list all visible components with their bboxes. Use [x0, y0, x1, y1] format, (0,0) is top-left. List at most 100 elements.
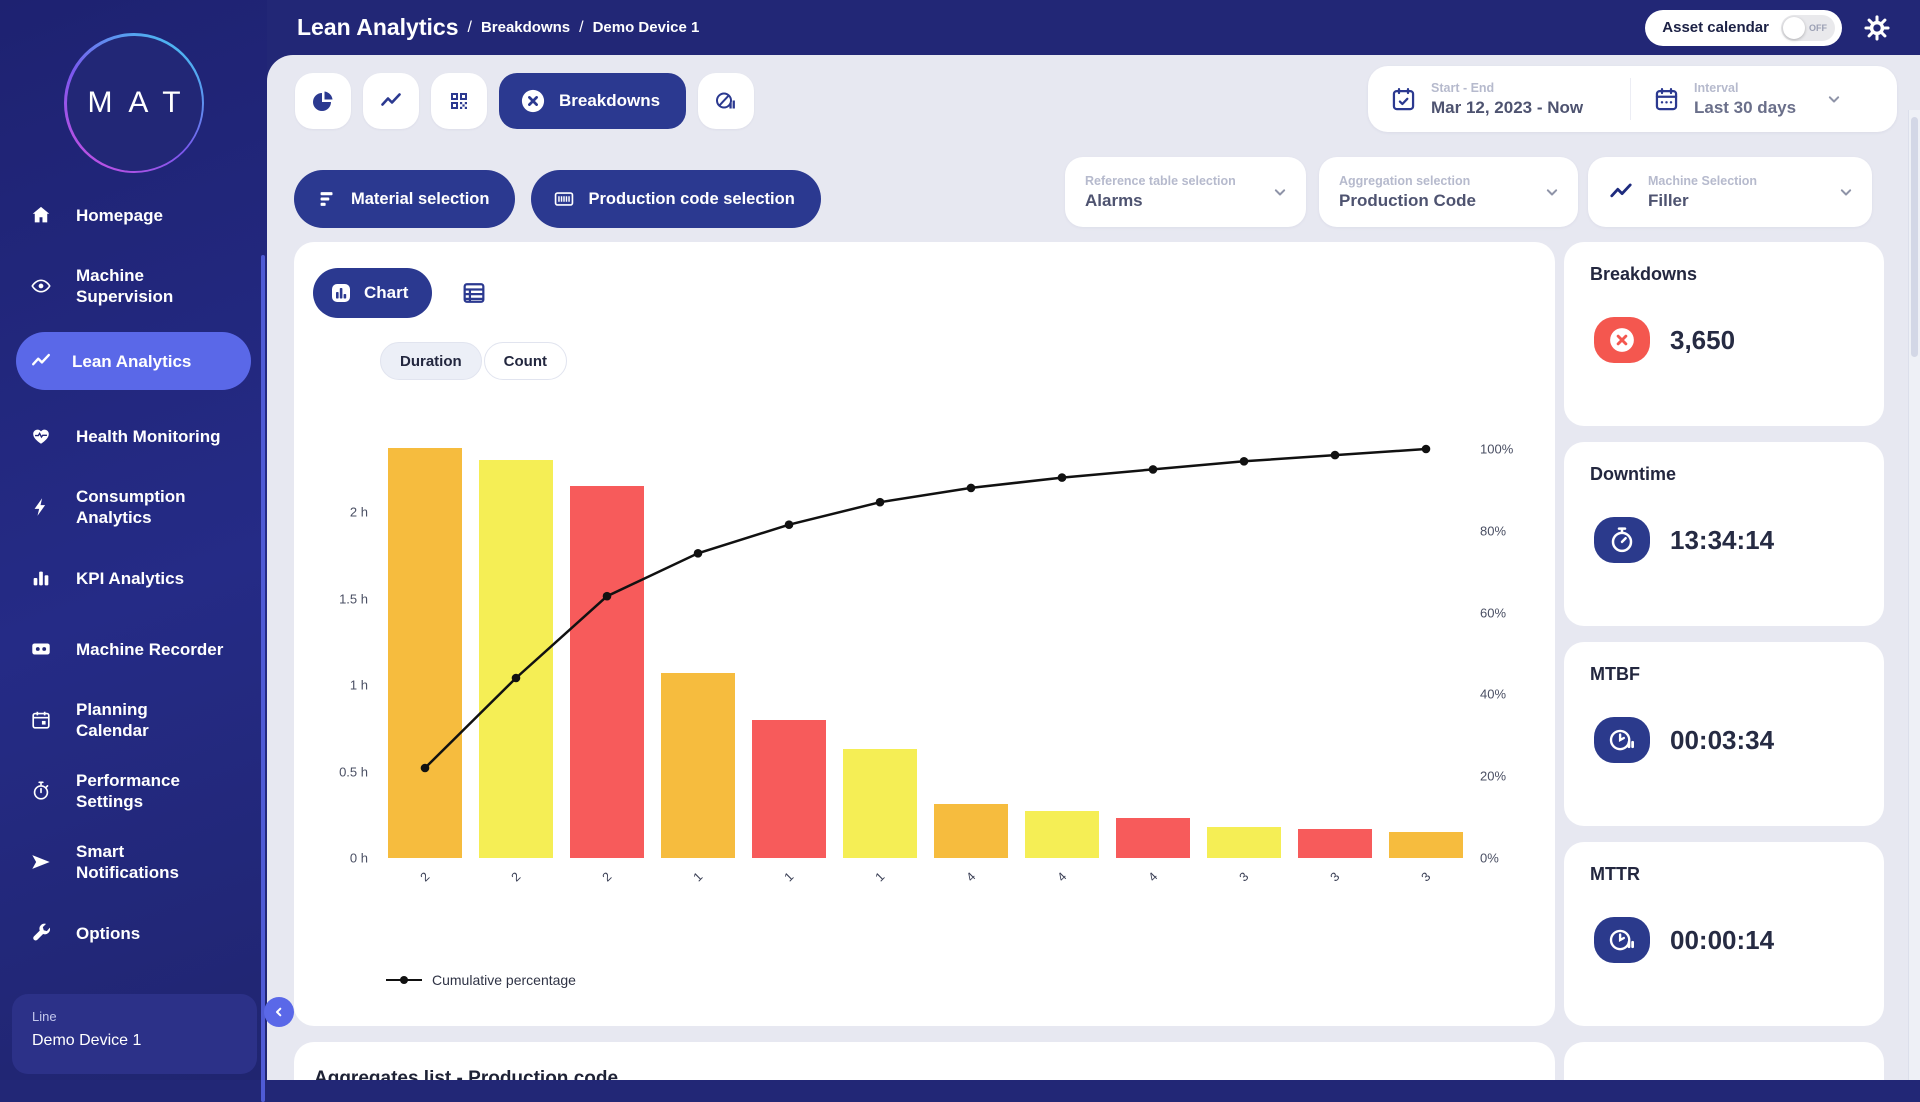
chevron-down-icon	[1836, 182, 1856, 202]
y-left-tick: 1.5 h	[339, 591, 368, 606]
pareto-bar-3	[570, 486, 644, 858]
chevron-left-icon	[271, 1004, 287, 1020]
pareto-bar-9	[1116, 818, 1190, 858]
mat-logo[interactable]: MAT	[64, 33, 204, 173]
y-right-tick: 0%	[1480, 850, 1499, 866]
bar-chart-icon	[329, 281, 353, 305]
machine-selection-label: Machine Selection	[1648, 173, 1758, 188]
bars-icon	[30, 567, 52, 589]
sidebar-item-machine-supervision[interactable]: Machine Supervision	[0, 261, 267, 311]
stopwatch-icon	[30, 780, 52, 802]
breadcrumb-separator: /	[467, 18, 472, 36]
aggregation-value: Production Code	[1339, 190, 1476, 210]
breadcrumb-breakdowns[interactable]: Breakdowns	[480, 19, 571, 36]
aggregation-label: Aggregation selection	[1339, 173, 1471, 188]
chart-view-button[interactable]: Chart	[313, 268, 433, 318]
scrollbar-thumb[interactable]	[1910, 117, 1918, 357]
topbar-right: Asset calendar OFF	[1645, 9, 1890, 46]
sidebar-item-consumption-analytics[interactable]: Consumption Analytics	[0, 482, 267, 532]
clock-pause-icon	[1594, 717, 1650, 763]
aggregation-dropdown[interactable]: Aggregation selection Production Code	[1319, 157, 1578, 227]
sidebar-item-planning-calendar[interactable]: Planning Calendar	[0, 695, 267, 745]
pareto-chart-card: Chart Duration Count 0 h 0.5 h 1 h 1.5 h 2 h…	[294, 242, 1555, 1026]
pareto-bar-2	[479, 460, 553, 858]
kpi-row: 3,650	[1594, 317, 1858, 363]
machine-selection-dropdown[interactable]: Machine Selection Filler	[1588, 157, 1872, 227]
view-qr-grid-button[interactable]	[431, 73, 487, 129]
calendar-check-icon	[1390, 86, 1417, 113]
legend-label: Cumulative percentage	[432, 972, 576, 988]
sidebar-item-machine-recorder[interactable]: Machine Recorder	[0, 624, 267, 674]
material-icon	[316, 188, 338, 210]
production-code-selection-button[interactable]: Production code selection	[531, 170, 821, 228]
pareto-plot-area	[388, 444, 1463, 858]
x-tick-label: 2	[599, 869, 615, 885]
pie-chart-icon	[311, 89, 335, 113]
interval-picker[interactable]: Interval Last 30 days	[1631, 81, 1897, 118]
heart-icon	[30, 425, 52, 447]
breadcrumb-device[interactable]: Demo Device 1	[592, 19, 700, 36]
send-icon	[30, 851, 52, 873]
sidebar-item-performance-settings[interactable]: Performance Settings	[0, 766, 267, 816]
count-toggle-button[interactable]: Count	[483, 342, 567, 380]
sidebar-scrollbar[interactable]	[261, 255, 265, 1102]
main-content: Breakdowns Start - End Mar 12, 2023 - No…	[267, 55, 1920, 1080]
clock-pause-icon	[1594, 917, 1650, 963]
view-pie-chart-button[interactable]	[295, 73, 351, 129]
view-line-chart-button[interactable]	[363, 73, 419, 129]
y-right-tick: 100%	[1480, 441, 1514, 457]
reference-table-dropdown[interactable]: Reference table selection Alarms	[1065, 157, 1306, 227]
duration-toggle-button[interactable]: Duration	[380, 342, 482, 380]
start-end-picker[interactable]: Start - End Mar 12, 2023 - Now	[1368, 81, 1630, 118]
calendar-icon	[30, 709, 52, 731]
sidebar-item-homepage[interactable]: Homepage	[0, 190, 267, 240]
sidebar-item-health-monitoring[interactable]: Health Monitoring	[0, 411, 267, 461]
date-range-card: Start - End Mar 12, 2023 - Now Interval …	[1368, 66, 1897, 132]
kpi-value: 3,650	[1670, 324, 1736, 355]
pareto-bar-5	[752, 720, 826, 858]
y-left-tick: 2 h	[349, 504, 368, 520]
kpi-row: 00:03:34	[1594, 717, 1858, 763]
stopwatch-icon	[1594, 517, 1650, 563]
sidebar-device-card[interactable]: Line Demo Device 1	[12, 994, 257, 1074]
kpi-row: 13:34:14	[1594, 517, 1858, 563]
chart-view-label: Chart	[364, 283, 409, 302]
asset-calendar-label: Asset calendar	[1662, 19, 1769, 36]
x-tick-label: 2	[417, 869, 433, 885]
table-view-icon[interactable]	[460, 279, 488, 307]
sidebar-item-options[interactable]: Options	[0, 908, 267, 958]
mat-logo-circle: MAT	[66, 35, 202, 171]
device-name: Demo Device 1	[32, 1032, 142, 1049]
circle-x-icon	[1594, 317, 1650, 363]
material-selection-label: Material selection	[351, 189, 490, 208]
asset-calendar-toggle-pill[interactable]: Asset calendar OFF	[1645, 9, 1842, 46]
kpi-title: MTBF	[1590, 664, 1640, 684]
sidebar-item-kpi-analytics[interactable]: KPI Analytics	[0, 553, 267, 603]
view-no-data-button[interactable]	[698, 73, 755, 129]
material-selection-button[interactable]: Material selection	[294, 170, 516, 228]
window-scrollbar[interactable]	[1908, 110, 1920, 1080]
cumulative-line	[420, 444, 1431, 773]
settings-gear-icon[interactable]	[1864, 14, 1890, 41]
y-right-tick: 80%	[1480, 523, 1507, 539]
sidebar-item-label: Machine Recorder	[76, 639, 224, 659]
kpi-value: 00:00:14	[1670, 924, 1775, 955]
pareto-bar-12	[1389, 832, 1463, 858]
x-tick-label: 1	[872, 869, 888, 885]
sidebar-item-label: KPI Analytics	[76, 568, 185, 588]
qr-grid-icon	[447, 89, 471, 113]
cassette-icon	[30, 638, 52, 660]
page-title: Lean Analytics	[297, 14, 459, 40]
sidebar-collapse-button[interactable]	[264, 997, 294, 1027]
sidebar-item-label: Planning Calendar	[76, 700, 149, 740]
mat-logo-text: MAT	[87, 86, 197, 119]
breakdowns-tab-button[interactable]: Breakdowns	[499, 73, 687, 129]
sidebar-item-smart-notifications[interactable]: Smart Notifications	[0, 837, 267, 887]
reference-table-label: Reference table selection	[1085, 173, 1236, 188]
breadcrumb-separator: /	[579, 18, 584, 36]
toggle-state-label: OFF	[1809, 22, 1827, 33]
asset-calendar-switch[interactable]: OFF	[1781, 14, 1835, 41]
sidebar-item-lean-analytics[interactable]: Lean Analytics	[16, 332, 251, 390]
y-left-tick: 0.5 h	[339, 764, 368, 779]
divider	[1630, 78, 1631, 120]
